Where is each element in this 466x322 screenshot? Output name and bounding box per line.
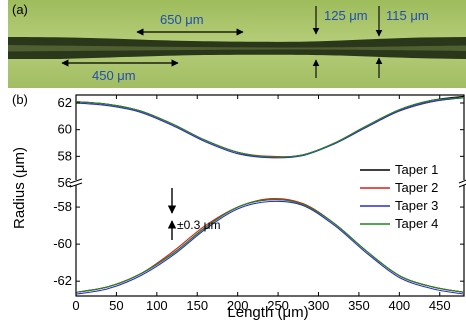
panel-b: (b) 0 50 100 150 200 250 300 350 400 450 62 60 58 56 -…: [11, 92, 466, 321]
y-tick-label: 60: [58, 122, 72, 137]
tick-layer: 0 50 100 150 200 250 300 350 400 450 62 60 58 56 -58 -6…: [53, 95, 464, 313]
measure-115-label: 115 μm: [386, 8, 429, 23]
series-line-taper-4-upper: [75, 97, 465, 158]
x-tick-label: 250: [267, 298, 289, 313]
series-line-taper-1-upper: [75, 95, 465, 158]
y-tick-label: 58: [58, 148, 72, 163]
axis-break-right: [458, 179, 466, 188]
panel-b-label: (b): [12, 92, 28, 107]
legend-label-taper-2: Taper 2: [395, 180, 438, 195]
panel-a: (a) 650 μm 450 μm 125 μm 115 μm: [8, 0, 466, 88]
x-tick-label: 450: [429, 298, 451, 313]
y-axis-title: Radius (μm): [11, 147, 28, 229]
x-tick-label: 50: [109, 298, 123, 313]
legend-label-taper-3: Taper 3: [395, 198, 438, 213]
x-tick-label: 350: [348, 298, 370, 313]
annotation-label: ±0.3 μm: [177, 218, 221, 232]
series-line-taper-3-lower: [75, 200, 465, 295]
x-tick-label: 400: [388, 298, 410, 313]
y-tick-label: 56: [58, 175, 72, 190]
series-line-taper-2-upper: [75, 97, 465, 158]
x-axis-title: Length (μm): [227, 304, 308, 321]
legend: Taper 1 Taper 2 Taper 3 Taper 4: [360, 162, 438, 231]
x-tick-label: 200: [227, 298, 249, 313]
y-tick-label: -60: [53, 236, 72, 251]
axis-break-left: [69, 178, 83, 188]
y-tick-label: -58: [53, 199, 72, 214]
series-line-taper-4-lower: [75, 199, 465, 293]
series-line-taper-3-upper: [75, 97, 465, 159]
y-tick-label: 62: [58, 95, 72, 110]
y-tick-label: -62: [53, 273, 72, 288]
x-tick-label: 150: [186, 298, 208, 313]
plot-frame: [75, 94, 465, 297]
panel-a-label: (a): [12, 2, 28, 17]
x-tick-label: 0: [72, 298, 79, 313]
fiber-core-highlight: [8, 45, 466, 52]
legend-label-taper-1: Taper 1: [395, 162, 438, 177]
series-layer: [75, 95, 465, 295]
x-tick-label: 300: [308, 298, 330, 313]
plot-border: [75, 94, 465, 297]
measure-125-label: 125 μm: [324, 8, 368, 23]
legend-label-taper-4: Taper 4: [395, 216, 438, 231]
measure-450-label: 450 μm: [92, 68, 136, 83]
x-tick-label: 100: [146, 298, 168, 313]
measure-650-label: 650 μm: [160, 12, 204, 27]
